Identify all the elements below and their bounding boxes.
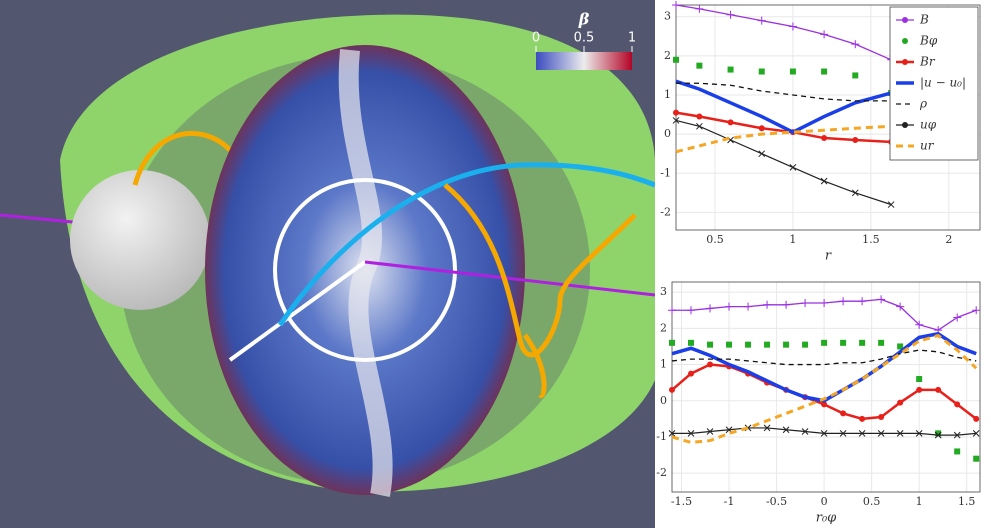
marker	[745, 342, 751, 348]
x-axis-label: r	[825, 249, 832, 264]
marker	[840, 340, 846, 346]
y-tick-label: 2	[664, 49, 671, 62]
marker	[726, 342, 732, 348]
marker	[728, 67, 734, 73]
marker	[973, 416, 979, 422]
x-tick-label: 0.5	[706, 233, 724, 246]
x-tick-label: -1.5	[671, 495, 692, 508]
legend-label: uφ	[920, 118, 937, 132]
marker	[673, 110, 679, 116]
marker	[859, 340, 865, 346]
y-tick-label: 3	[660, 285, 667, 298]
legend-label: ur	[920, 139, 935, 153]
legend-marker	[902, 38, 908, 44]
marker	[821, 69, 827, 75]
legend-label: ρ	[919, 97, 927, 111]
colorbar-tick-label: 0	[532, 31, 540, 46]
marker	[759, 125, 765, 131]
colorbar-tick-label: 1	[628, 31, 636, 46]
figure: β 0 0.5 1 3 2 1 0 -1 -2 0.5 1 1.5 2 r B Bφ Br |u − u₀| ρ uφ…	[0, 0, 991, 528]
marker	[696, 114, 702, 120]
marker	[790, 69, 796, 75]
marker	[783, 342, 789, 348]
x-tick-label: -1	[724, 495, 735, 508]
y-tick-label: 1	[660, 358, 667, 371]
marker	[673, 57, 679, 63]
sphere	[70, 170, 210, 310]
y-tick-label: -1	[660, 166, 671, 179]
y-tick-label: 1	[664, 88, 671, 101]
x-tick-label: 1	[789, 233, 796, 246]
marker	[802, 342, 808, 348]
legend-label: |u − u₀|	[920, 76, 966, 90]
legend-marker	[902, 122, 908, 128]
y-tick-label: 0	[660, 394, 667, 407]
marker	[688, 340, 694, 346]
legend-marker	[902, 59, 908, 65]
marker	[759, 69, 765, 75]
marker	[859, 416, 865, 422]
marker	[973, 456, 979, 462]
x-axis-label: r₀φ	[816, 511, 837, 526]
x-tick-label: 0	[821, 495, 828, 508]
y-tick-label: -2	[656, 466, 667, 479]
colorbar	[536, 52, 632, 70]
y-tick-label: 0	[664, 127, 671, 140]
marker	[669, 340, 675, 346]
marker	[696, 63, 702, 69]
y-tick-label: 2	[660, 321, 667, 334]
marker	[707, 362, 713, 368]
marker	[954, 448, 960, 454]
marker	[728, 119, 734, 125]
render-view	[0, 0, 655, 528]
marker	[852, 72, 858, 78]
x-tick-label: -0.5	[766, 495, 787, 508]
marker	[878, 414, 884, 420]
marker	[935, 387, 941, 393]
marker	[821, 340, 827, 346]
x-tick-label: 1.5	[862, 233, 880, 246]
marker	[916, 376, 922, 382]
colorbar-title: β	[578, 10, 590, 29]
legend-label: B	[919, 13, 929, 27]
x-tick-label: 1.5	[958, 495, 976, 508]
legend-marker	[902, 17, 908, 23]
marker	[878, 340, 884, 346]
legend-label: Br	[919, 55, 936, 69]
y-tick-label: -2	[660, 205, 671, 218]
marker	[852, 137, 858, 143]
marker	[707, 342, 713, 348]
x-tick-label: 0.5	[863, 495, 881, 508]
x-tick-label: 1	[916, 495, 923, 508]
marker	[897, 400, 903, 406]
marker	[916, 387, 922, 393]
y-tick-label: 3	[664, 10, 671, 23]
marker	[954, 401, 960, 407]
marker	[840, 410, 846, 416]
marker	[669, 387, 675, 393]
marker	[688, 371, 694, 377]
x-tick-label: 2	[945, 233, 952, 246]
marker	[821, 135, 827, 141]
legend-label: Bφ	[919, 34, 938, 48]
y-tick-label: -1	[656, 430, 667, 443]
colorbar-tick-label: 0.5	[574, 31, 595, 46]
marker	[764, 342, 770, 348]
